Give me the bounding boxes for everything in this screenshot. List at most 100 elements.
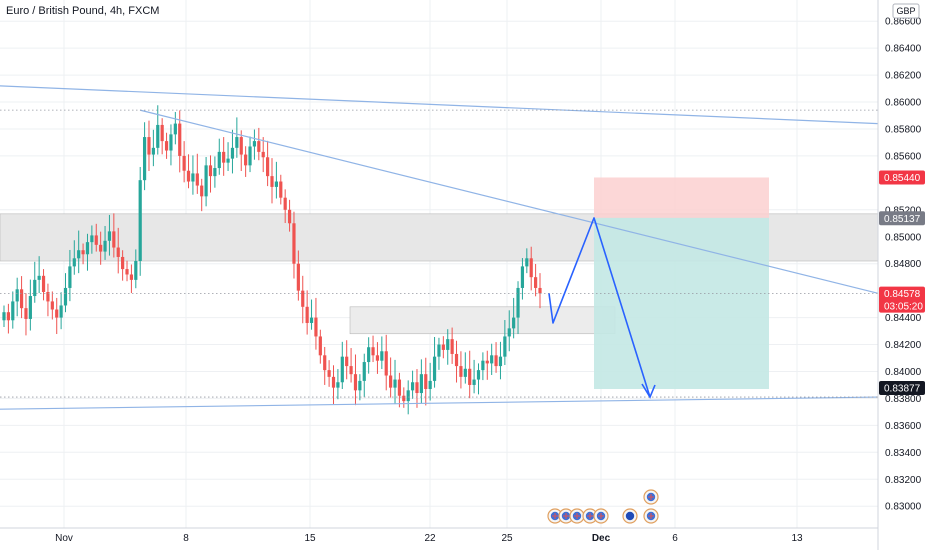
candle-body <box>85 242 90 255</box>
price-tags: GBP 0.85440 0.85137 0.83877 0.84578 03:05:20 <box>879 3 925 396</box>
candle-body <box>129 274 134 280</box>
candle-body <box>169 134 173 151</box>
x-tick-label: 15 <box>304 533 316 544</box>
flag-icon[interactable] <box>625 511 635 521</box>
x-tick-label: Nov <box>55 533 73 544</box>
candle-body <box>121 256 125 270</box>
candle-body <box>191 173 195 182</box>
candle-body <box>301 290 305 307</box>
candle-body <box>107 231 112 241</box>
zones <box>0 177 879 389</box>
candle-body <box>353 374 358 391</box>
countdown-label: 03:05:20 <box>884 302 923 313</box>
candle-body <box>142 137 147 181</box>
y-tick-label: 0.83600 <box>885 421 922 432</box>
candle-body <box>28 296 32 319</box>
candle-body <box>230 147 235 159</box>
candle-body <box>204 165 208 197</box>
flag-icon[interactable] <box>648 494 654 500</box>
x-tick-label: 22 <box>424 533 436 544</box>
y-tick-label: 0.84400 <box>885 313 922 324</box>
candle-body <box>410 382 415 391</box>
upper-channel-line <box>0 85 879 125</box>
candle-body <box>331 376 336 388</box>
trend-lines <box>0 85 879 410</box>
y-tick-label: 0.85800 <box>885 124 922 135</box>
candle-body <box>296 263 300 291</box>
candle-body <box>15 289 19 302</box>
candle-body <box>446 339 450 350</box>
candle-body <box>432 356 437 381</box>
candle-body <box>213 168 217 177</box>
candle-body <box>186 170 191 182</box>
candle-body <box>529 258 533 278</box>
candle-body <box>147 137 151 155</box>
candle-body <box>178 123 182 156</box>
candle-body <box>503 336 507 357</box>
candle-body <box>362 362 366 381</box>
candle-body <box>68 266 72 288</box>
chart-title: Euro / British Pound, 4h, FXCM <box>6 5 160 17</box>
y-tick-label: 0.83800 <box>885 394 922 405</box>
grid <box>0 0 878 528</box>
candle-body <box>367 347 371 363</box>
y-tick-label: 0.86000 <box>885 98 922 109</box>
candle-body <box>287 209 292 224</box>
flag-icon[interactable] <box>563 513 569 519</box>
candle-body <box>2 312 6 321</box>
current-price-label: 0.84578 <box>884 289 921 300</box>
candle-body <box>490 355 494 364</box>
candle-body <box>138 180 142 262</box>
candle-body <box>151 147 155 155</box>
candle-body <box>81 250 85 255</box>
flag-icon[interactable] <box>587 513 593 519</box>
candle-body <box>164 141 169 151</box>
y-tick-label: 0.84800 <box>885 259 922 270</box>
candle-body <box>195 173 199 186</box>
x-tick-label: 6 <box>672 533 678 544</box>
take-profit-zone <box>594 217 769 389</box>
candle-body <box>292 223 296 264</box>
candle-body <box>77 250 81 259</box>
candle-body <box>266 157 270 177</box>
event-icons[interactable] <box>547 489 659 524</box>
candle-body <box>59 305 63 318</box>
candle-body <box>472 379 476 385</box>
candle-body <box>428 380 432 389</box>
y-tick-label: 0.86200 <box>885 71 922 82</box>
candle-body <box>309 317 314 323</box>
candle-body <box>99 244 103 252</box>
currency-label: GBP <box>896 6 915 16</box>
candle-body <box>525 258 529 267</box>
candle-body <box>41 275 46 292</box>
stop-loss-zone <box>594 177 769 218</box>
candle-body <box>125 269 129 275</box>
flag-icon[interactable] <box>598 513 604 519</box>
candle-body <box>160 124 164 142</box>
descending-trendline <box>139 109 879 294</box>
candle-body <box>226 158 230 163</box>
candle-body <box>6 312 10 321</box>
candle-body <box>468 368 472 385</box>
candle-body <box>463 368 467 377</box>
flag-icon[interactable] <box>648 513 654 519</box>
candle-body <box>182 155 186 171</box>
y-tick-label: 0.85000 <box>885 232 922 243</box>
flag-icon[interactable] <box>552 513 558 519</box>
candle-body <box>336 382 340 388</box>
candle-body <box>340 356 344 383</box>
candle-body <box>283 197 287 210</box>
y-tick-label: 0.85600 <box>885 151 922 162</box>
candle-body <box>222 151 226 163</box>
y-tick-label: 0.84200 <box>885 340 922 351</box>
candle-body <box>459 366 463 377</box>
candle-body <box>208 165 213 177</box>
candle-body <box>134 261 138 280</box>
target-price-tag <box>879 381 925 396</box>
flag-icon[interactable] <box>574 513 580 519</box>
x-tick-label: 8 <box>183 533 189 544</box>
candle-body <box>424 374 428 389</box>
